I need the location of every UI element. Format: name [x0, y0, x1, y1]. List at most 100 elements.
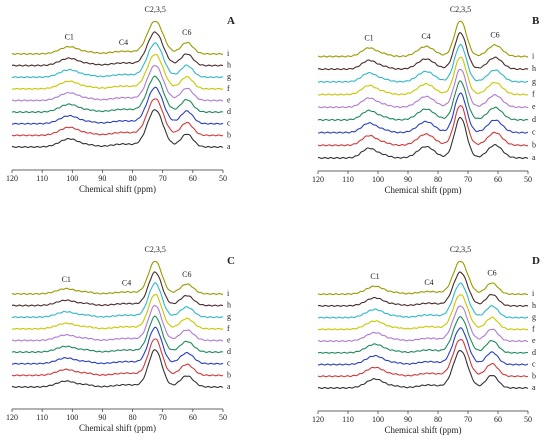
x-tick-label: 90: [98, 413, 106, 422]
x-tick-label: 60: [494, 415, 502, 424]
spectrum-trace-a: [11, 349, 224, 388]
trace-label-a: a: [532, 383, 536, 392]
spectrum-trace-g: [317, 43, 529, 83]
x-tick-label: 80: [129, 174, 137, 183]
trace-label-c: c: [227, 359, 231, 368]
x-tick-label: 60: [189, 174, 197, 183]
trace-label-b: b: [532, 140, 536, 149]
x-tick-label: 100: [66, 413, 78, 422]
peak-label: C2,3,5: [450, 5, 471, 14]
panel-letter: A: [227, 15, 235, 27]
x-tick-label: 80: [434, 415, 442, 424]
spectrum-trace-b: [11, 338, 224, 377]
x-tick-label: 100: [372, 175, 384, 184]
trace-label-c: c: [532, 128, 536, 137]
peak-label: C4: [119, 38, 128, 47]
trace-label-e: e: [532, 102, 536, 111]
x-tick-label: 80: [129, 413, 137, 422]
spectrum-trace-h: [11, 271, 224, 307]
spectrum-trace-c: [318, 92, 529, 134]
panel-c: 120 110 100 90 80 70 60 50 Chemical shift (ppm) i…: [6, 245, 235, 433]
spectrum-trace-i: [317, 20, 528, 58]
spectrum-trace-d: [11, 75, 224, 114]
x-tick-label: 110: [342, 175, 354, 184]
x-tick-label: 120: [6, 174, 18, 183]
trace-label-h: h: [227, 61, 231, 70]
panel-b: 120 110 100 90 80 70 60 50 Chemical shift (ppm) i…: [312, 5, 540, 195]
trace-label-b: b: [227, 130, 231, 139]
spectrum-trace-e: [317, 68, 529, 109]
spectrum-trace-h: [317, 271, 529, 307]
peak-label: C1: [65, 33, 74, 42]
x-tick-label: 70: [159, 413, 167, 422]
x-tick-label: 120: [312, 175, 324, 184]
x-tick-label: 110: [36, 174, 48, 183]
trace-label-h: h: [532, 301, 536, 310]
spectrum-trace-f: [317, 56, 529, 96]
trace-label-f: f: [227, 84, 230, 93]
trace-label-a: a: [227, 382, 231, 391]
trace-label-d: d: [532, 348, 536, 357]
x-tick-label: 60: [189, 413, 197, 422]
spectrum-trace-g: [11, 282, 224, 319]
peak-label: C2,3,5: [450, 245, 471, 254]
trace-label-i: i: [532, 289, 535, 298]
trace-label-d: d: [532, 115, 536, 124]
spectrum-trace-e: [317, 305, 529, 343]
x-tick-label: 50: [219, 413, 227, 422]
spectrum-trace-g: [317, 282, 529, 319]
peak-label: C2,3,5: [145, 245, 166, 254]
spectrum-trace-a: [11, 109, 224, 148]
trace-label-g: g: [532, 77, 536, 86]
spectrum-trace-i: [317, 260, 528, 296]
spectrum-trace-a: [317, 349, 529, 389]
peak-label: C6: [487, 268, 496, 277]
trace-label-i: i: [227, 49, 230, 58]
panel-letter: B: [532, 15, 540, 27]
spectrum-trace-b: [317, 105, 529, 147]
panel-letter: C: [227, 255, 235, 267]
trace-label-h: h: [227, 301, 231, 310]
x-tick-label: 60: [494, 175, 502, 184]
peak-label: C6: [490, 30, 499, 39]
spectrum-trace-c: [12, 326, 224, 365]
x-axis-title: Chemical shift (ppm): [79, 184, 156, 194]
peak-label: C6: [182, 270, 191, 279]
x-axis-title: Chemical shift (ppm): [79, 423, 156, 433]
trace-label-g: g: [227, 72, 231, 81]
trace-label-i: i: [532, 51, 535, 60]
trace-label-f: f: [532, 90, 535, 99]
trace-label-f: f: [532, 324, 535, 333]
spectrum-trace-c: [12, 86, 224, 125]
spectrum-trace-f: [11, 53, 224, 90]
trace-label-g: g: [532, 313, 536, 322]
x-tick-label: 70: [464, 175, 472, 184]
x-tick-label: 50: [524, 415, 532, 424]
spectrum-trace-d: [11, 315, 224, 354]
trace-label-f: f: [227, 324, 230, 333]
peak-label: C1: [370, 272, 379, 281]
x-tick-label: 120: [6, 413, 18, 422]
x-tick-label: 90: [404, 175, 412, 184]
x-tick-label: 70: [464, 415, 472, 424]
trace-label-a: a: [532, 153, 536, 162]
panel-a: 120 110 100 90 80 70 60 50 Chemical shift (ppm) i…: [6, 5, 235, 194]
spectrum-trace-h: [317, 32, 529, 71]
peak-label: C4: [424, 278, 433, 287]
x-tick-label: 50: [524, 175, 532, 184]
trace-label-i: i: [227, 289, 230, 298]
trace-label-e: e: [227, 95, 231, 104]
trace-label-c: c: [227, 119, 231, 128]
spectrum-trace-d: [317, 80, 529, 121]
x-tick-label: 90: [98, 174, 106, 183]
panel-letter: D: [532, 255, 540, 267]
x-tick-label: 50: [219, 174, 227, 183]
trace-label-b: b: [532, 371, 536, 380]
spectrum-trace-b: [11, 98, 224, 137]
trace-label-b: b: [227, 370, 231, 379]
x-tick-label: 90: [404, 415, 412, 424]
x-tick-label: 110: [36, 413, 48, 422]
spectrum-trace-c: [318, 327, 529, 366]
trace-label-d: d: [227, 347, 231, 356]
